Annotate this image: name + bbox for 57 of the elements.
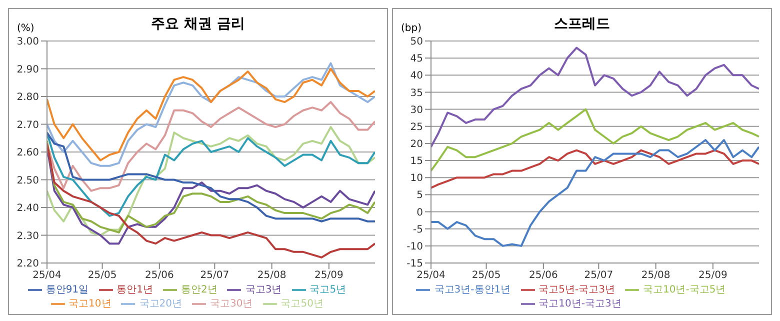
y-tick-label: 2.20 bbox=[16, 258, 39, 270]
y-tick-label: 25 bbox=[410, 122, 423, 133]
y-axis-title: (bp) bbox=[401, 23, 422, 34]
y-tick-label: 40 bbox=[410, 70, 423, 82]
y-tick-label: 2.70 bbox=[16, 120, 39, 131]
x-tick-label: 25/08 bbox=[641, 270, 670, 282]
legend-label: 국고20년 bbox=[139, 298, 182, 310]
y-axis-title: (%) bbox=[17, 23, 34, 34]
line-series bbox=[431, 108, 759, 172]
x-tick-label: 25/08 bbox=[257, 270, 286, 282]
legend-label: 통안2년 bbox=[180, 284, 218, 296]
legend-label: 통안91일 bbox=[46, 284, 89, 296]
y-tick-label: 15 bbox=[410, 156, 423, 168]
y-tick-label: 50 bbox=[410, 36, 423, 48]
x-tick-label: 25/05 bbox=[88, 270, 117, 282]
y-tick-label: 2.90 bbox=[16, 64, 39, 76]
y-tick-label: 2.80 bbox=[16, 92, 39, 104]
legend-label: 국고30년 bbox=[210, 298, 253, 310]
y-tick-label: 0 bbox=[416, 207, 423, 218]
y-tick-label: 45 bbox=[410, 54, 423, 65]
y-tick-label: 10 bbox=[410, 173, 423, 184]
y-tick-label: -5 bbox=[413, 224, 423, 236]
y-tick-label: 2.40 bbox=[16, 203, 39, 214]
y-tick-label: -10 bbox=[406, 241, 423, 252]
x-tick-label: 25/06 bbox=[144, 270, 174, 282]
x-tick-label: 25/04 bbox=[32, 270, 62, 282]
y-tick-label: 2.60 bbox=[16, 148, 39, 159]
x-tick-label: 25/09 bbox=[314, 270, 344, 282]
y-tick-label: 3.00 bbox=[16, 36, 39, 48]
legend-label: 통안1년 bbox=[116, 284, 153, 296]
legend-label: 국고5년-국고3년 bbox=[538, 284, 615, 296]
line-series bbox=[47, 101, 375, 192]
legend-label: 국고3년-통안1년 bbox=[434, 284, 511, 296]
y-tick-label: 20 bbox=[410, 139, 423, 150]
x-tick-label: 25/09 bbox=[698, 270, 728, 282]
legend-label: 국고3년 bbox=[245, 284, 282, 296]
x-tick-label: 25/07 bbox=[200, 270, 230, 282]
x-tick-label: 25/07 bbox=[584, 270, 614, 282]
legend-label: 국고10년-국고5년 bbox=[642, 284, 726, 296]
x-tick-label: 25/05 bbox=[472, 270, 501, 282]
x-tick-label: 25/04 bbox=[416, 270, 446, 282]
line-series bbox=[431, 139, 759, 247]
legend-label: 국고10년 bbox=[68, 298, 112, 310]
chart-title: 주요 채권 금리 bbox=[151, 16, 245, 32]
chart-title: 스프레드 bbox=[554, 16, 610, 32]
legend-label: 국고10년-국고3년 bbox=[538, 298, 622, 310]
y-tick-label: 35 bbox=[410, 88, 423, 99]
y-tick-label: 30 bbox=[410, 104, 423, 116]
line-series bbox=[431, 46, 759, 148]
y-tick-label: 2.30 bbox=[16, 230, 39, 242]
legend-label: 국고50년 bbox=[280, 298, 324, 310]
line-series bbox=[431, 149, 759, 189]
y-tick-label: 2.50 bbox=[16, 175, 39, 186]
y-tick-label: 5 bbox=[416, 190, 423, 202]
y-tick-label: -15 bbox=[406, 258, 423, 270]
legend-label: 국고5년 bbox=[310, 284, 346, 296]
x-tick-label: 25/06 bbox=[528, 270, 558, 282]
